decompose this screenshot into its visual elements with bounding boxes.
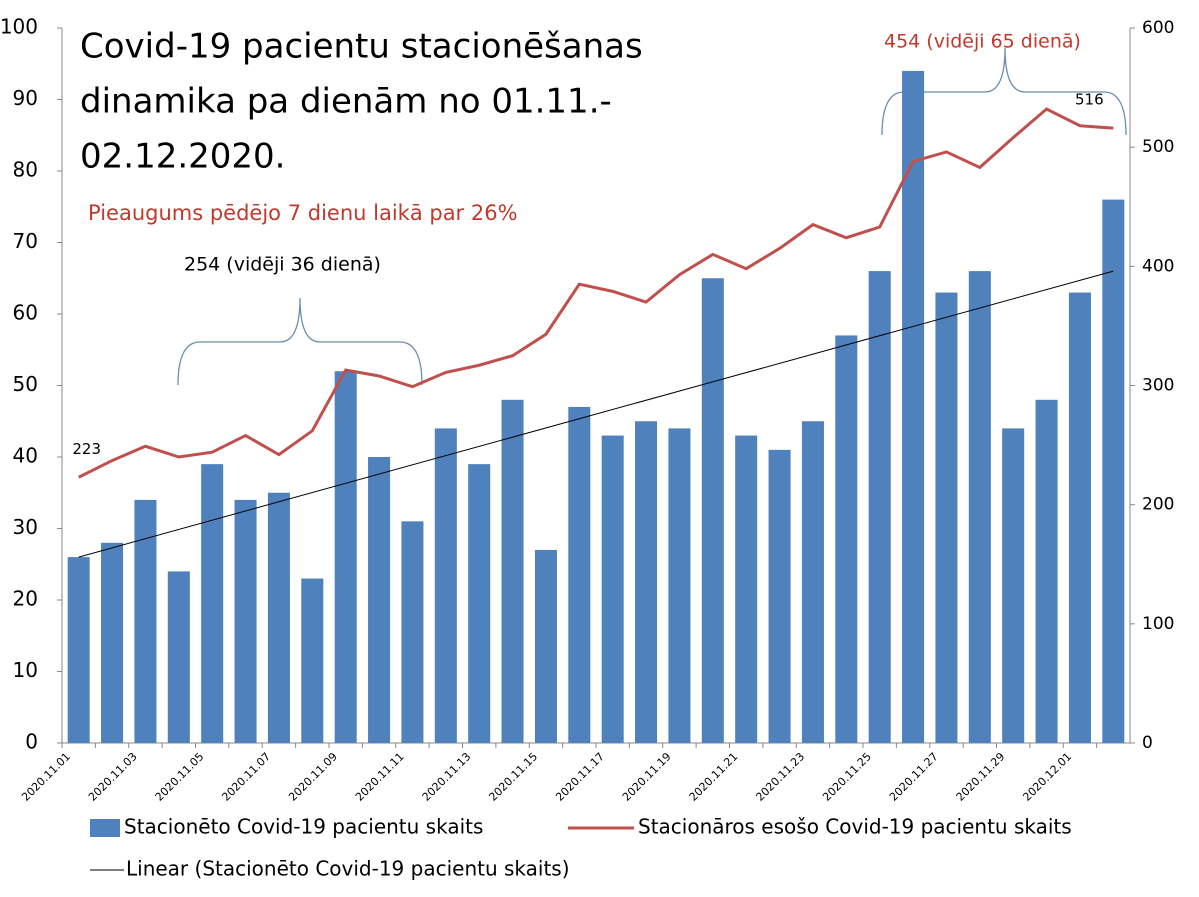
bar [1035, 399, 1058, 743]
brace [881, 47, 1127, 136]
bar [635, 421, 658, 743]
bar [501, 399, 524, 743]
bar [601, 435, 624, 743]
bar [201, 464, 224, 743]
bar [1102, 199, 1125, 744]
bar [368, 457, 391, 743]
y2-tick-label: 500 [1142, 137, 1174, 157]
y-tick-label: 100 [0, 15, 38, 39]
annotation: 254 (vidēji 36 dienā) [184, 254, 381, 276]
y2-tick-label: 0 [1142, 733, 1153, 753]
bar [701, 278, 724, 743]
y-tick-label: 50 [13, 372, 38, 396]
y2-tick-label: 400 [1142, 256, 1174, 276]
chart-title: dinamika pa dienām no 01.11.- [80, 82, 612, 122]
legend-label: Linear (Stacionēto Covid-19 pacientu ska… [126, 857, 570, 881]
bar [301, 578, 324, 743]
y-tick-label: 40 [13, 444, 38, 468]
bar [768, 449, 791, 743]
bar [401, 521, 424, 743]
line [78, 107, 1114, 479]
annotation: 454 (vidēji 65 dienā) [884, 31, 1081, 53]
y-tick-label: 0 [25, 730, 38, 754]
bar [568, 406, 591, 743]
brace [177, 297, 423, 386]
bar [167, 571, 190, 743]
annotation: Pieaugums pēdējo 7 dienu laikā par 26% [88, 201, 518, 225]
legend-label: Stacionēto Covid-19 pacientu skaits [124, 815, 483, 839]
bar [668, 428, 691, 743]
data-label: 223 [72, 440, 101, 458]
bar [434, 428, 457, 743]
y-tick-label: 10 [13, 658, 38, 682]
legend-swatch [90, 819, 120, 837]
y-tick-label: 60 [13, 301, 38, 325]
bar [234, 499, 257, 743]
bar [1068, 292, 1091, 743]
bar [267, 492, 290, 743]
bar [534, 549, 557, 743]
legend-label: Stacionāros esošo Covid-19 pacientu skai… [638, 815, 1072, 839]
y2-tick-label: 100 [1142, 614, 1174, 634]
y-tick-label: 70 [13, 229, 38, 253]
bar [968, 271, 991, 743]
bar [835, 335, 858, 743]
trendline [78, 270, 1114, 558]
y2-tick-label: 200 [1142, 495, 1174, 515]
bar [801, 421, 824, 743]
bar [334, 371, 357, 743]
y2-tick-label: 600 [1142, 18, 1174, 38]
y-tick-label: 80 [13, 158, 38, 182]
y-tick-label: 30 [13, 515, 38, 539]
bar [935, 292, 958, 743]
bar [868, 271, 891, 743]
bar [468, 464, 491, 743]
data-label: 516 [1075, 91, 1104, 109]
bar [67, 557, 90, 743]
y2-tick-label: 300 [1142, 376, 1174, 396]
bar [735, 435, 758, 743]
bar [1002, 428, 1025, 743]
chart-title: 02.12.2020. [80, 137, 285, 177]
chart-title: Covid-19 pacientu stacionēšanas [80, 27, 643, 67]
bar [101, 542, 124, 743]
bar [902, 70, 925, 743]
y-tick-label: 20 [13, 587, 38, 611]
y-tick-label: 90 [13, 86, 38, 110]
bar [134, 499, 157, 743]
